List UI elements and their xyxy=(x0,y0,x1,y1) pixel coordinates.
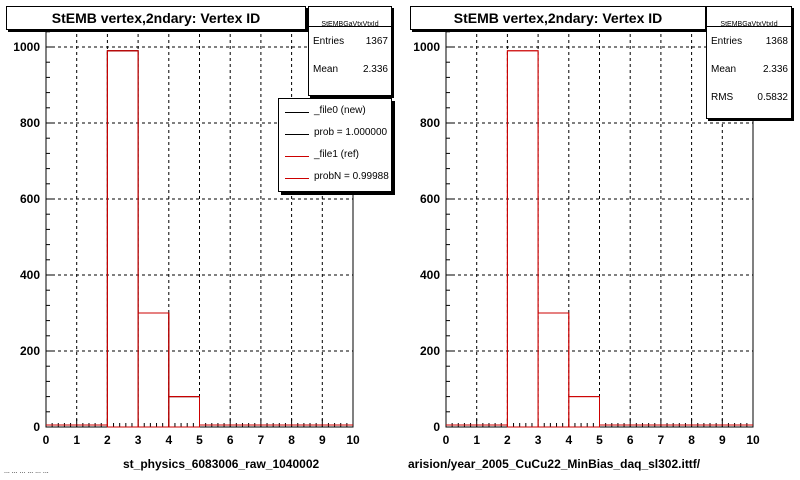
left-bar-1-4 xyxy=(168,396,201,428)
left-stats-entries-value: 1367 xyxy=(365,35,388,47)
left-y-tick-label: 200 xyxy=(20,344,40,358)
right-x-tick-label: 4 xyxy=(565,433,572,447)
left-stats-entries-label: Entries xyxy=(313,35,345,47)
right-stats-box: StEMBGaVtxVtxId Entries 1368 Mean 2.336 … xyxy=(706,6,792,119)
left-y-tick-label: 0 xyxy=(33,420,40,434)
right-x-tick-label: 5 xyxy=(596,433,603,447)
right-x-axis-title: arision/year_2005_CuCu22_MinBias_daq_sl3… xyxy=(408,457,701,471)
left-y-tick-label: 400 xyxy=(20,268,40,282)
right-x-tick-label: 8 xyxy=(688,433,695,447)
right-x-tick-label: 10 xyxy=(746,433,760,447)
left-bar-0-3 xyxy=(137,312,170,428)
right-stats-mean-row: Mean 2.336 xyxy=(707,55,791,83)
legend-item-probn: probN = 0.99988 xyxy=(279,167,391,189)
left-stats-mean-row: Mean 2.336 xyxy=(309,55,391,83)
left-x-tick-label: 5 xyxy=(196,433,203,447)
left-x-axis-title: st_physics_6083006_raw_1040002 xyxy=(123,457,320,471)
right-x-tick-label: 2 xyxy=(504,433,511,447)
left-x-tick-label: 9 xyxy=(319,433,326,447)
left-x-tick-label: 8 xyxy=(288,433,295,447)
right-stats-entries-value: 1368 xyxy=(765,35,788,47)
right-title: StEMB vertex,2ndary: Vertex ID xyxy=(453,10,663,26)
left-title-box: StEMB vertex,2ndary: Vertex ID xyxy=(6,6,306,30)
left-title: StEMB vertex,2ndary: Vertex ID xyxy=(51,10,261,26)
right-y-tick-label: 800 xyxy=(420,116,440,130)
left-stats-mean-value: 2.336 xyxy=(362,63,388,75)
right-y-tick-label: 600 xyxy=(420,192,440,206)
right-y-tick-label: 200 xyxy=(420,344,440,358)
left-x-tick-label: 1 xyxy=(73,433,80,447)
footer-text: ... ... ... ... ... ... xyxy=(4,468,49,475)
legend-item-file0: _file0 (new) xyxy=(279,101,391,123)
left-bar-0-2 xyxy=(106,50,139,428)
right-stats-name: StEMBGaVtxVtxId xyxy=(707,7,791,28)
legend-label-probn: probN = 0.99988 xyxy=(314,171,389,182)
legend-item-prob: prob = 1.000000 xyxy=(279,123,391,145)
right-x-tick-label: 6 xyxy=(627,433,634,447)
right-x-tick-label: 1 xyxy=(473,433,480,447)
left-x-tick-label: 10 xyxy=(346,433,360,447)
left-x-tick-label: 0 xyxy=(43,433,50,447)
left-bar-0-4 xyxy=(168,396,201,428)
left-y-tick-label: 600 xyxy=(20,192,40,206)
right-bar-0-3 xyxy=(537,312,570,428)
right-stats-mean-label: Mean xyxy=(711,63,737,75)
left-x-tick-label: 6 xyxy=(227,433,234,447)
right-y-tick-label: 1000 xyxy=(413,40,440,54)
left-x-tick-label: 3 xyxy=(135,433,142,447)
left-stats-box: StEMBGaVtxVtxId Entries 1367 Mean 2.336 xyxy=(308,6,392,96)
right-stats-mean-value: 2.336 xyxy=(762,63,788,75)
left-stats-entries-row: Entries 1367 xyxy=(309,27,391,55)
right-x-tick-label: 9 xyxy=(719,433,726,447)
right-x-tick-label: 0 xyxy=(443,433,450,447)
left-stats-name: StEMBGaVtxVtxId xyxy=(309,7,391,28)
right-stats-rms-label: RMS xyxy=(711,91,734,103)
right-bar-0-2 xyxy=(506,50,539,428)
right-stats-entries-label: Entries xyxy=(711,35,743,47)
right-y-tick-label: 400 xyxy=(420,268,440,282)
legend-label-file1: _file1 (ref) xyxy=(314,149,360,160)
left-y-tick-label: 1000 xyxy=(13,40,40,54)
left-stats-mean-label: Mean xyxy=(313,63,339,75)
left-x-tick-label: 2 xyxy=(104,433,111,447)
right-bar-0-4 xyxy=(568,396,600,428)
right-x-tick-label: 3 xyxy=(535,433,542,447)
legend-label-prob: prob = 1.000000 xyxy=(314,127,388,138)
right-title-box: StEMB vertex,2ndary: Vertex ID xyxy=(410,6,706,30)
right-x-tick-label: 7 xyxy=(658,433,665,447)
right-stats-entries-row: Entries 1368 xyxy=(707,27,791,55)
legend-item-file1: _file1 (ref) xyxy=(279,145,391,167)
left-bar-1-2 xyxy=(106,50,139,428)
left-y-tick-label: 800 xyxy=(20,116,40,130)
right-stats-rms-row: RMS 0.5832 xyxy=(707,83,791,111)
left-bar-1-3 xyxy=(137,312,170,428)
right-y-tick-label: 0 xyxy=(433,420,440,434)
left-legend: _file0 (new) prob = 1.000000 _file1 (ref… xyxy=(278,98,392,192)
left-x-tick-label: 7 xyxy=(258,433,265,447)
right-stats-rms-value: 0.5832 xyxy=(757,91,788,103)
left-x-tick-label: 4 xyxy=(165,433,172,447)
legend-label-file0: _file0 (new) xyxy=(314,105,366,116)
